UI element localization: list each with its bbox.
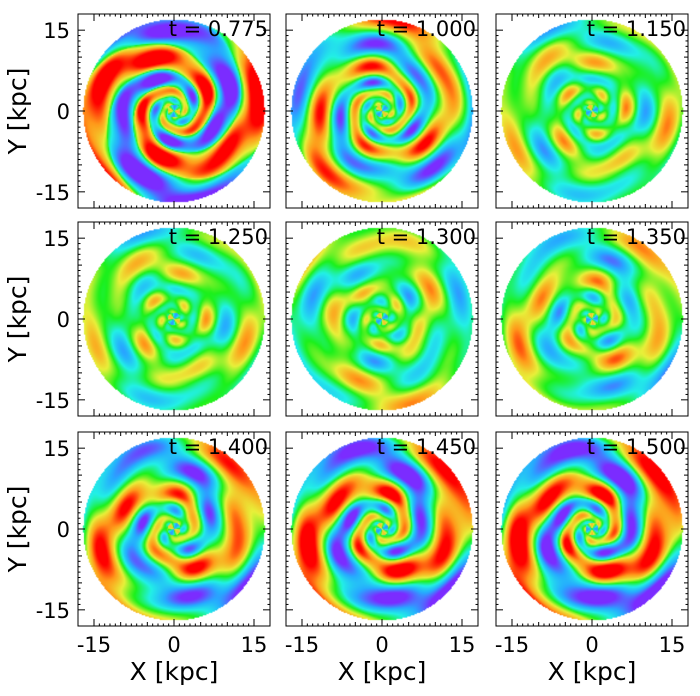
y-axis-title: Y [kpc]: [3, 68, 32, 156]
panel-5: t = 1.300: [285, 221, 479, 417]
y-tick-label: 15: [43, 227, 70, 251]
time-label: t = 1.000: [377, 17, 476, 41]
y-tick-label: 15: [43, 19, 70, 43]
disk-map: [78, 14, 270, 208]
time-label: t = 1.400: [169, 435, 268, 459]
x-tick-label: 0: [585, 633, 598, 657]
y-tick-label: 0: [57, 100, 70, 124]
x-tick-label: -15: [495, 633, 529, 657]
x-axis-title: X [kpc]: [338, 657, 427, 686]
x-tick-label: 15: [449, 633, 476, 657]
disk-map: [286, 222, 478, 416]
y-tick-label: 0: [57, 518, 70, 542]
time-label: t = 0.775: [169, 17, 268, 41]
time-label: t = 1.500: [587, 435, 686, 459]
disk-map: [496, 222, 688, 416]
x-tick-label: 15: [659, 633, 686, 657]
disk-map: [496, 432, 688, 626]
y-tick-label: 15: [43, 437, 70, 461]
panel-9: t = 1.500 -15 0 15 X [kpc]: [495, 431, 689, 686]
y-axis-title: Y [kpc]: [3, 486, 32, 574]
x-axis-title: X [kpc]: [548, 657, 637, 686]
panel-2: t = 1.000: [285, 13, 479, 209]
panel-7: t = 1.400 15 0 -15 Y [kpc] -15 0 15 X [kpc]: [3, 431, 271, 686]
panel-6: t = 1.350: [495, 221, 689, 417]
y-tick-label: -15: [36, 389, 70, 413]
panel-8: t = 1.450 -15 0 15 X [kpc]: [285, 431, 479, 686]
time-label: t = 1.300: [377, 225, 476, 249]
time-label: t = 1.450: [377, 435, 476, 459]
panel-4: t = 1.250 15 0 -15 Y [kpc]: [3, 221, 271, 417]
y-tick-label: -15: [36, 599, 70, 623]
y-axis-title: Y [kpc]: [3, 276, 32, 364]
time-label: t = 1.350: [587, 225, 686, 249]
y-tick-label: -15: [36, 181, 70, 205]
disk-map: [496, 14, 688, 208]
disk-map: [78, 432, 270, 626]
panel-3: t = 1.150: [495, 13, 689, 209]
time-label: t = 1.150: [587, 17, 686, 41]
x-tick-label: 0: [375, 633, 388, 657]
x-tick-label: -15: [77, 633, 111, 657]
panel-1: t = 0.775 15 0 -15 Y [kpc]: [3, 13, 271, 209]
x-tick-label: -15: [285, 633, 319, 657]
disk-map: [286, 432, 478, 626]
x-tick-label: 15: [241, 633, 268, 657]
disk-map: [78, 222, 270, 416]
y-tick-label: 0: [57, 308, 70, 332]
x-axis-title: X [kpc]: [130, 657, 219, 686]
x-tick-label: 0: [167, 633, 180, 657]
time-label: t = 1.250: [169, 225, 268, 249]
disk-map: [286, 14, 478, 208]
